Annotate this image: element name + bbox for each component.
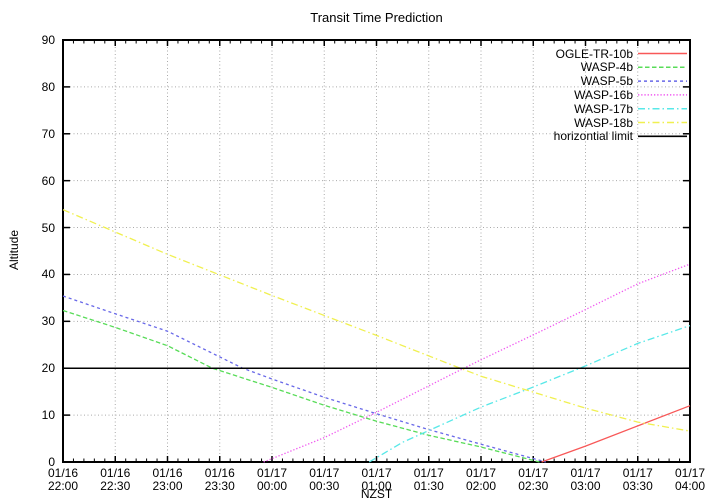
x-tick-date: 01/17 (361, 466, 392, 480)
x-tick-time: 22:30 (100, 479, 131, 493)
y-tick-label: 0 (48, 455, 55, 469)
y-tick-label: 60 (41, 173, 55, 188)
legend-label: horizontial limit (553, 129, 633, 144)
legend-label: WASP-5b (580, 74, 633, 89)
y-tick-label: 90 (41, 33, 55, 47)
y-tick-label: 50 (41, 220, 55, 235)
legend-label: WASP-18b (574, 115, 633, 130)
x-tick-time: 02:00 (465, 479, 497, 493)
legend-label: WASP-4b (580, 60, 633, 75)
x-tick-date: 01/16 (204, 466, 235, 480)
x-tick-time: 22:00 (47, 479, 79, 493)
y-tick-label: 10 (41, 408, 55, 423)
x-tick-label: 01/17 00:30 (298, 467, 350, 493)
y-tick-label: 30 (41, 314, 55, 329)
series-wasp-5b (62, 295, 546, 463)
x-tick-label: 01/17 03:30 (612, 467, 664, 493)
x-tick-label: 01/17 00:00 (246, 467, 298, 493)
x-tick-label: 01/17 02:00 (455, 467, 507, 493)
legend-label: WASP-16b (574, 87, 633, 102)
x-tick-time: 03:00 (570, 479, 601, 493)
x-tick-label: 01/17 01:00 (351, 467, 403, 493)
y-tick-label: 80 (41, 79, 55, 94)
x-tick-label: 01/17 01:30 (403, 467, 455, 493)
series-wasp-17b (368, 324, 691, 463)
x-tick-label: 01/17 03:00 (560, 467, 612, 493)
x-tick-time: 02:30 (518, 479, 549, 493)
y-tick-label: 20 (41, 361, 55, 376)
y-tick-label: 70 (41, 126, 55, 141)
x-tick-label: 01/16 23:00 (142, 467, 194, 493)
x-axis-label: NZST (360, 487, 393, 501)
x-tick-date: 01/17 (413, 466, 444, 480)
x-tick-date: 01/16 (100, 466, 131, 480)
legend-label: OGLE-TR-10b (555, 46, 633, 61)
y-tick-label: 40 (41, 267, 55, 282)
series-wasp-18b (62, 209, 691, 432)
x-tick-time: 00:30 (309, 479, 340, 493)
x-tick-label: 01/16 23:30 (194, 467, 246, 493)
x-tick-date: 01/17 (622, 466, 653, 480)
x-tick-label: 01/16 22:30 (89, 467, 141, 493)
series-wasp-16b (263, 263, 691, 463)
x-tick-label: 01/17 02:30 (507, 467, 559, 493)
x-tick-time: 23:00 (152, 479, 183, 493)
x-tick-date: 01/16 (152, 466, 183, 480)
x-tick-date: 01/16 (47, 466, 79, 480)
x-tick-label: 01/16 22:00 (37, 467, 89, 493)
x-tick-time: 00:00 (256, 479, 288, 493)
x-tick-time: 04:00 (674, 479, 706, 493)
x-tick-date: 01/17 (518, 466, 549, 480)
x-tick-date: 01/17 (674, 466, 706, 480)
x-tick-date: 01/17 (309, 466, 340, 480)
x-tick-date: 01/17 (256, 466, 288, 480)
x-tick-date: 01/17 (465, 466, 497, 480)
x-tick-time: 03:30 (622, 479, 653, 493)
x-tick-time: 23:30 (204, 479, 235, 493)
x-tick-date: 01/17 (570, 466, 601, 480)
x-tick-label: 01/17 04:00 (664, 467, 716, 493)
chart-title: Transit Time Prediction (310, 10, 443, 25)
legend-label: WASP-17b (574, 101, 633, 116)
x-tick-time: 01:30 (413, 479, 444, 493)
x-tick-time: 01:00 (361, 479, 392, 493)
series-wasp-4b (62, 309, 540, 463)
series-ogle-tr-10b (541, 405, 691, 463)
